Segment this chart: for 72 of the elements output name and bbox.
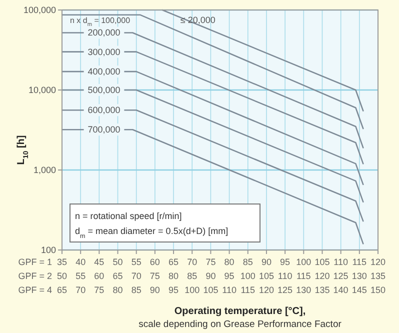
text: GPF = 1 [18,257,52,267]
x2-tick-label: 55 [76,271,86,281]
x-tick-label: 60 [150,257,160,267]
x-tick-label: 45 [94,257,104,267]
x2-tick-label: 100 [240,271,256,281]
y-tick-label: 100,000 [23,5,56,15]
x2-tick-label: 120 [314,271,330,281]
series-label: n x d$_{m}$ = 100,000 [70,16,131,28]
x2-tick-label: 105 [258,271,274,281]
text: 100 [184,285,200,295]
x-tick-label: 120 [370,257,386,267]
x2-tick-label: 115 [296,271,311,281]
x2-tick-label: 130 [352,271,367,281]
x-tick-label: 85 [242,257,253,267]
x-tick-label: 110 [334,257,348,267]
text: 95 [168,285,179,295]
x2-tick-label: 125 [333,271,348,281]
series-label: 400,000 [88,66,120,77]
series-label: 200,000 [88,28,120,38]
x2-tick-label: 90 [206,271,216,281]
x-tick-label: 100 [296,257,312,267]
x2-tick-label: 70 [131,271,142,281]
x-tick-label: 50 [112,257,123,267]
x2-tick-label: 135 [370,271,386,281]
x2-tick-label: 80 [168,271,179,281]
text: 125 [278,285,293,295]
text: 130 [296,285,312,295]
text: 70 [76,285,86,295]
text: 85 [131,285,142,295]
x-tick-label: 55 [131,257,142,267]
y-tick-label: 1,000 [33,165,56,175]
x-tick-label: 90 [261,257,272,267]
series-label: 700,000 [88,124,120,135]
x2-tick-label: 65 [112,271,123,281]
x-tick-label: 95 [280,257,290,267]
x-tick-label: 75 [206,257,216,267]
x2-tick-label: 110 [278,271,292,281]
x-tick-label: 40 [76,257,86,267]
text: scale depending on Grease Performance Factor [138,319,342,330]
x-tick-label: 105 [314,257,330,267]
text: GPF = 2 [18,271,52,281]
x2-tick-label: 75 [150,271,160,281]
series-label: 600,000 [88,105,120,116]
text: 150 [370,285,386,295]
x2-tick-label: 50 [56,271,68,281]
text: 105 [203,285,218,295]
series-label: 500,000 [88,85,120,95]
x-tick-label: 65 [168,257,179,267]
x2-tick-label: 95 [224,271,234,281]
text: 120 [258,285,274,295]
x2-tick-label: 60 [94,271,104,281]
text: 110 [222,285,236,295]
x-tick-label: 80 [224,257,234,267]
series-label: 300,000 [88,46,120,57]
text: 140 [333,285,348,295]
text: 135 [314,285,330,295]
text: 90 [150,285,160,295]
y-tick-label: 10,000 [28,85,56,95]
text: GPF = 4 [18,285,52,295]
y-tick-label: 100 [40,245,56,255]
text: 80 [112,285,123,295]
text: 75 [94,285,104,295]
x-tick-label: 70 [187,257,198,267]
annotation: d$_{m}$ = mean diameter = 0.5x(d+D) [mm] [75,226,228,240]
text: 145 [352,285,367,295]
x-tick-label: 115 [352,257,367,267]
x-axis-title: Operating temperature [°C], [174,306,306,317]
x2-tick-label: 85 [187,271,198,281]
text: 115 [240,285,256,295]
text: 65 [56,285,68,295]
annotation: n = rotational speed [r/min] [75,211,182,221]
x-tick-label: 35 [56,257,68,267]
